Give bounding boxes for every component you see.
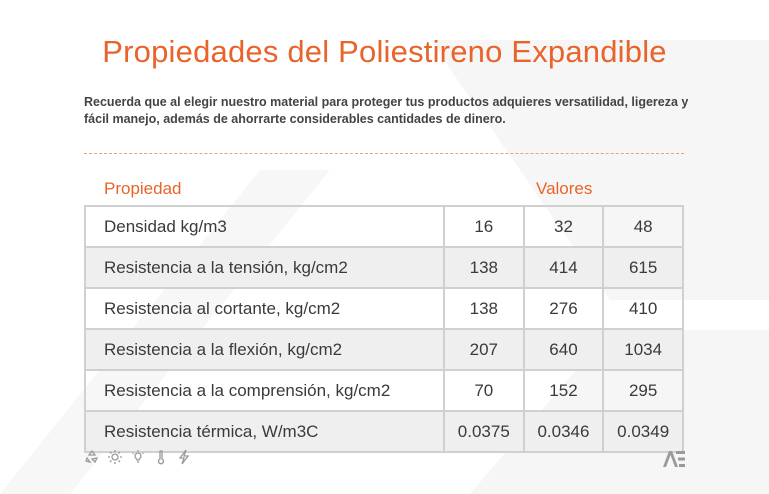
value-cell: 32 [522, 205, 605, 248]
property-name: Resistencia al cortante, kg/cm2 [84, 287, 445, 330]
dashed-divider [84, 153, 684, 154]
footer-icons [84, 448, 192, 466]
property-name: Resistencia térmica, W/m3C [84, 410, 445, 453]
recycle-icon [84, 449, 100, 465]
value-cell: 0.0375 [442, 410, 525, 453]
table-row: Resistencia a la flexión, kg/cm2 207 640… [84, 328, 684, 371]
brand-logo-icon [663, 451, 685, 472]
value-cell: 207 [442, 328, 525, 371]
value-cell: 152 [522, 369, 605, 412]
header-property: Propiedad [104, 179, 182, 198]
value-cell: 295 [602, 369, 684, 412]
property-name: Resistencia a la flexión, kg/cm2 [84, 328, 445, 371]
table-row: Resistencia térmica, W/m3C 0.0375 0.0346… [84, 410, 684, 453]
value-cell: 138 [442, 246, 525, 289]
value-cell: 0.0346 [522, 410, 605, 453]
value-cell: 276 [522, 287, 605, 330]
value-cell: 48 [602, 205, 684, 248]
table-row: Densidad kg/m3 16 32 48 [84, 205, 684, 248]
value-cell: 414 [522, 246, 605, 289]
table-row: Resistencia al cortante, kg/cm2 138 276 … [84, 287, 684, 330]
value-cell: 640 [522, 328, 605, 371]
value-cell: 1034 [602, 328, 684, 371]
properties-table: Densidad kg/m3 16 32 48 Resistencia a la… [84, 205, 684, 453]
value-cell: 0.0349 [602, 410, 684, 453]
sun-icon [107, 449, 123, 465]
lightning-icon [176, 449, 192, 465]
thermometer-icon [153, 449, 169, 465]
value-cell: 410 [602, 287, 684, 330]
property-name: Resistencia a la tensión, kg/cm2 [84, 246, 445, 289]
value-cell: 16 [442, 205, 525, 248]
table-row: Resistencia a la tensión, kg/cm2 138 414… [84, 246, 684, 289]
lightbulb-icon [130, 449, 146, 465]
value-cell: 70 [442, 369, 525, 412]
property-name: Densidad kg/m3 [84, 205, 445, 248]
page-title: Propiedades del Poliestireno Expandible [102, 34, 667, 69]
value-cell: 138 [442, 287, 525, 330]
property-name: Resistencia a la comprensión, kg/cm2 [84, 369, 445, 412]
value-cell: 615 [602, 246, 684, 289]
table-row: Resistencia a la comprensión, kg/cm2 70 … [84, 369, 684, 412]
header-values: Valores [536, 179, 593, 198]
page-subtitle: Recuerda que al elegir nuestro material … [84, 95, 689, 126]
